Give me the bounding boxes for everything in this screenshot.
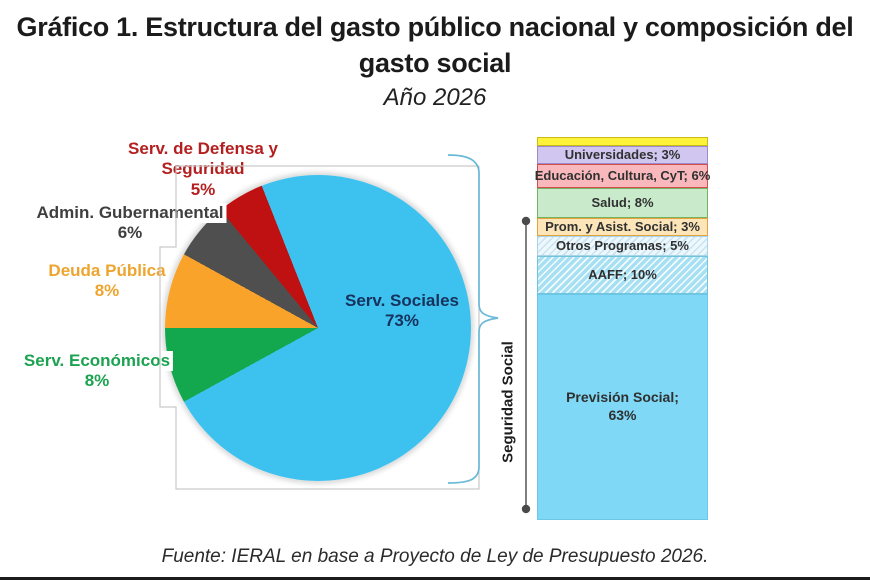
- bar-segment-label: 63%: [608, 406, 637, 423]
- bar-segment-label: AAFF; 10%: [588, 266, 657, 282]
- bar-segment-label: Educación, Cultura, CyT; 6%: [534, 167, 711, 183]
- bar-segment-label: Salud; 8%: [591, 194, 654, 210]
- chart-subtitle-year: Año 2026: [383, 84, 487, 111]
- pie-label-text: Admin. Gubernamental: [33, 203, 227, 224]
- bar-segment-label: Universidades; 3%: [564, 147, 681, 163]
- range-dot-top: [521, 216, 531, 226]
- pie-label-value: 8%: [81, 371, 113, 392]
- chart-title-line2: gasto social: [358, 48, 512, 78]
- bar-segment-otros-programas: Otros Programas; 5%: [537, 236, 708, 257]
- bar-segment-educaci-n-cultura-cyt: Educación, Cultura, CyT; 6%: [534, 164, 711, 188]
- pie-label-value: 8%: [91, 281, 123, 302]
- stacked-bar-gasto-social: Universidades; 3% Educación, Cultura, CyT…: [534, 137, 711, 520]
- bar-segment-salud: Salud; 8%: [537, 187, 708, 219]
- pie-label-text: Serv. Sociales: [344, 291, 460, 310]
- pie-label-text: Seguridad: [158, 159, 248, 180]
- pie-label-value: 5%: [187, 179, 219, 201]
- bottom-divider: [0, 577, 870, 580]
- bar-segment-unlabeled: [537, 137, 708, 147]
- pie-label-serv-sociales: Serv. Sociales 73%: [342, 291, 462, 332]
- bar-segment-label: Otros Programas; 5%: [556, 238, 689, 254]
- pie-label-text: Serv. de Defensa y: [125, 139, 281, 160]
- source-caption: Fuente: IERAL en base a Proyecto de Ley …: [161, 546, 709, 567]
- pie-label-text: Serv. Económicos: [20, 351, 174, 372]
- bar-segment-aaff: AAFF; 10%: [537, 256, 708, 294]
- bar-segment-universidades: Universidades; 3%: [537, 146, 708, 165]
- pie-label-deuda-publica: Deuda Pública 8%: [45, 261, 169, 302]
- pie-label-value: 73%: [384, 311, 420, 331]
- pie-label-defensa-seguridad: Serv. de Defensa y Seguridad 5%: [125, 139, 281, 201]
- bar-segment-label: Previsión Social;: [566, 389, 679, 406]
- pie-label-serv-economicos: Serv. Económicos 8%: [20, 351, 174, 392]
- chart-title-line1: Gráfico 1. Estructura del gasto público …: [16, 12, 854, 42]
- pie-label-admin-gubernamental: Admin. Gubernamental 6%: [33, 203, 227, 244]
- bar-segment-label: Prom. y Asist. Social; 3%: [545, 219, 700, 235]
- seguridad-social-label: Seguridad Social: [499, 341, 517, 463]
- range-dot-bottom: [521, 504, 531, 514]
- bar-segment-prom-y-asist-social: Prom. y Asist. Social; 3%: [537, 218, 708, 237]
- pie-label-text: Deuda Pública: [45, 261, 169, 282]
- bar-segment-previsi-n-social: Previsión Social; 63%: [537, 293, 708, 520]
- pie-label-value: 6%: [114, 223, 146, 244]
